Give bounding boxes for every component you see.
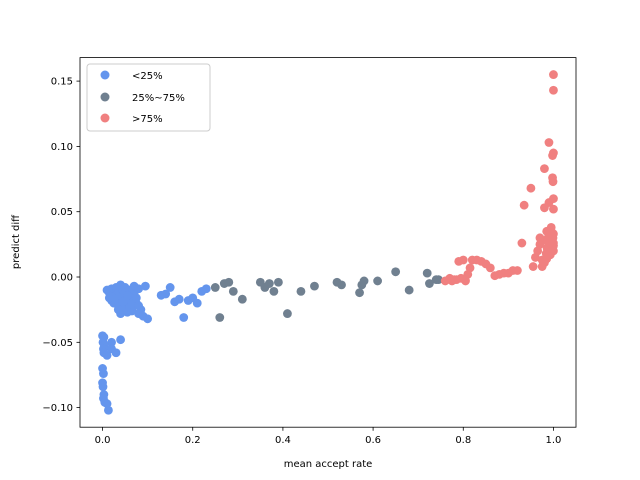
y-tick-label: 0.10 <box>51 142 73 153</box>
legend-label-mid: 25%~75% <box>132 93 185 104</box>
scatter-point <box>549 229 558 239</box>
legend-label-low: <25% <box>132 71 163 82</box>
scatter-point <box>359 276 369 286</box>
scatter-point <box>549 70 558 79</box>
scatter-point <box>274 277 283 287</box>
scatter-point <box>549 204 558 214</box>
scatter-point <box>528 262 538 271</box>
y-tick-label: 0.00 <box>51 273 73 284</box>
scatter-point <box>165 283 175 292</box>
x-axis-ticks: 0.0 0.2 0.4 0.6 0.8 1.0 <box>95 427 562 446</box>
scatter-point <box>355 288 364 298</box>
x-tick-label: 1.0 <box>546 435 562 446</box>
scatter-point <box>404 285 414 295</box>
scatter-point <box>107 344 116 354</box>
scatter-point <box>549 85 558 95</box>
scatter-point <box>224 277 234 287</box>
scatter-point <box>542 254 552 264</box>
scatter-point <box>337 280 346 290</box>
legend-marker-high <box>100 113 110 123</box>
scatter-point <box>134 284 144 294</box>
scatter-point <box>201 284 211 294</box>
y-axis-title: predict diff <box>11 214 22 269</box>
scatter-point <box>134 301 144 311</box>
x-tick-label: 0.6 <box>365 435 381 446</box>
scatter-point <box>549 148 558 158</box>
scatter-point <box>458 255 468 265</box>
data-points <box>98 70 558 415</box>
y-tick-label: −0.10 <box>42 403 73 414</box>
legend: <25% 25%~75% >75% <box>86 63 211 132</box>
scatter-point <box>512 266 522 275</box>
scatter-point <box>434 275 443 285</box>
scatter-point <box>127 300 137 309</box>
scatter-point <box>269 286 279 296</box>
scatter-point <box>140 281 150 291</box>
scatter-point <box>228 286 238 296</box>
scatter-point <box>283 309 292 318</box>
scatter-point <box>107 337 116 347</box>
scatter-point <box>517 238 527 248</box>
scatter-point <box>102 350 112 360</box>
scatter-point <box>104 293 114 303</box>
scatter-point <box>118 297 128 307</box>
scatter-point <box>264 279 274 288</box>
x-tick-label: 0.2 <box>185 435 201 446</box>
scatter-point <box>99 369 108 379</box>
scatter-point <box>544 138 554 147</box>
scatter-point <box>422 268 432 278</box>
x-tick-label: 0.0 <box>95 435 111 446</box>
scatter-point <box>485 263 495 273</box>
scatter-point <box>113 305 123 315</box>
legend-label-high: >75% <box>132 114 163 125</box>
scatter-point <box>215 313 225 322</box>
scatter-point <box>156 290 166 300</box>
legend-frame <box>86 63 211 132</box>
plot-frame <box>79 57 577 428</box>
y-tick-label: 0.05 <box>51 207 73 218</box>
scatter-point <box>548 177 558 187</box>
scatter-point <box>310 281 319 291</box>
scatter-point <box>373 276 382 286</box>
scatter-point <box>104 405 113 415</box>
scatter-point <box>143 314 153 324</box>
scatter-point <box>131 293 141 303</box>
scatter-point <box>519 200 529 210</box>
scatter-point <box>296 286 306 296</box>
scatter-point <box>549 246 558 256</box>
scatter-point <box>425 279 434 288</box>
scatter-point <box>465 263 475 273</box>
scatter-point <box>116 335 125 345</box>
x-tick-label: 0.4 <box>275 435 291 446</box>
legend-marker-mid <box>100 92 110 102</box>
scatter-point <box>174 294 184 304</box>
scatter-point <box>122 290 132 300</box>
x-axis-title: mean accept rate <box>284 459 373 470</box>
scatter-point <box>391 267 401 277</box>
scatter-point <box>237 294 247 304</box>
scatter-point <box>540 164 549 174</box>
y-tick-label: 0.15 <box>51 77 73 88</box>
scatter-point <box>210 283 220 292</box>
legend-marker-low <box>100 70 110 80</box>
scatter-point <box>549 194 558 204</box>
y-tick-label: −0.05 <box>42 338 73 349</box>
scatter-point <box>102 399 112 409</box>
scatter-point <box>98 382 108 392</box>
x-tick-label: 0.8 <box>455 435 471 446</box>
y-axis-ticks: −0.10 −0.05 0.00 0.05 0.10 0.15 <box>42 77 80 414</box>
scatter-point <box>526 183 536 193</box>
scatter-point <box>192 298 202 308</box>
scatter-point <box>179 313 189 322</box>
